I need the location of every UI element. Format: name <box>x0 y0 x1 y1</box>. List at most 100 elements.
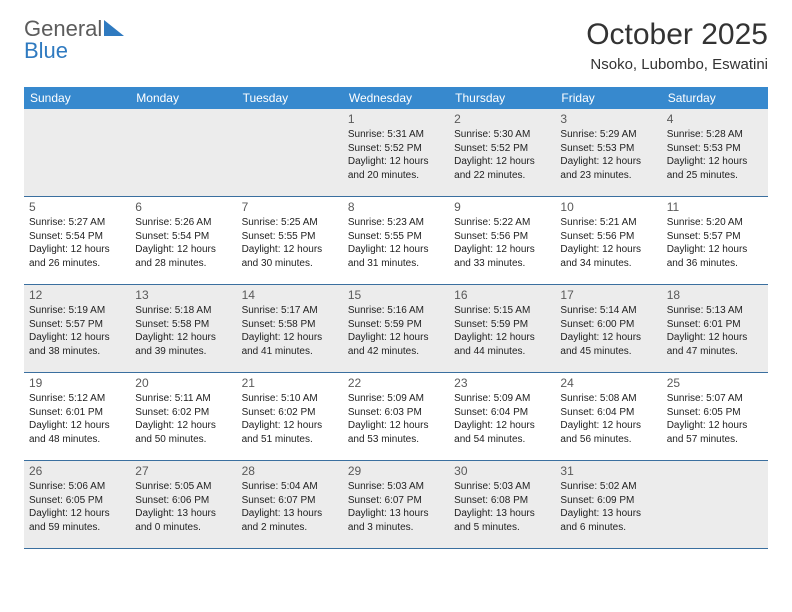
day-info: Sunrise: 5:17 AMSunset: 5:58 PMDaylight:… <box>242 304 338 358</box>
day-number: 30 <box>454 464 550 478</box>
sunrise-text: Sunrise: 5:04 AM <box>242 480 338 494</box>
daylight-text: Daylight: 13 hours and 2 minutes. <box>242 507 338 534</box>
day-info: Sunrise: 5:18 AMSunset: 5:58 PMDaylight:… <box>135 304 231 358</box>
day-info: Sunrise: 5:03 AMSunset: 6:08 PMDaylight:… <box>454 480 550 534</box>
daylight-text: Daylight: 12 hours and 42 minutes. <box>348 331 444 358</box>
calendar-cell: 6Sunrise: 5:26 AMSunset: 5:54 PMDaylight… <box>130 197 236 285</box>
day-number: 8 <box>348 200 444 214</box>
daylight-text: Daylight: 12 hours and 41 minutes. <box>242 331 338 358</box>
daylight-text: Daylight: 12 hours and 28 minutes. <box>135 243 231 270</box>
sunset-text: Sunset: 5:52 PM <box>348 142 444 156</box>
sunset-text: Sunset: 5:59 PM <box>454 318 550 332</box>
day-number: 7 <box>242 200 338 214</box>
daylight-text: Daylight: 12 hours and 33 minutes. <box>454 243 550 270</box>
calendar-cell: 22 Sunrise: 5:09 AMSunset: 6:03 PMDayligh… <box>343 373 449 461</box>
day-number: 27 <box>135 464 231 478</box>
daylight-text: Daylight: 13 hours and 3 minutes. <box>348 507 444 534</box>
calendar-cell: 4Sunrise: 5:28 AMSunset: 5:53 PMDaylight… <box>662 109 768 197</box>
sunrise-text: Sunrise: 5:14 AM <box>560 304 656 318</box>
calendar-cell: 8 Sunrise: 5:23 AMSunset: 5:55 PMDaylight… <box>343 197 449 285</box>
month-title: October 2025 <box>586 18 768 52</box>
day-info: Sunrise: 5:09 AMSunset: 6:04 PMDaylight:… <box>454 392 550 446</box>
sunset-text: Sunset: 5:54 PM <box>135 230 231 244</box>
column-header: Saturday <box>662 87 768 109</box>
sunrise-text: Sunrise: 5:21 AM <box>560 216 656 230</box>
sunrise-text: Sunrise: 5:06 AM <box>29 480 125 494</box>
calendar-cell: 25Sunrise: 5:07 AMSunset: 6:05 PMDayligh… <box>662 373 768 461</box>
daylight-text: Daylight: 12 hours and 34 minutes. <box>560 243 656 270</box>
day-info: Sunrise: 5:22 AMSunset: 5:56 PMDaylight:… <box>454 216 550 270</box>
daylight-text: Daylight: 12 hours and 57 minutes. <box>667 419 763 446</box>
sunrise-text: Sunrise: 5:10 AM <box>242 392 338 406</box>
sunrise-text: Sunrise: 5:22 AM <box>454 216 550 230</box>
sunset-text: Sunset: 5:53 PM <box>667 142 763 156</box>
calendar-cell: 9Sunrise: 5:22 AMSunset: 5:56 PMDaylight… <box>449 197 555 285</box>
sunset-text: Sunset: 5:55 PM <box>242 230 338 244</box>
daylight-text: Daylight: 12 hours and 23 minutes. <box>560 155 656 182</box>
calendar-cell: 7Sunrise: 5:25 AMSunset: 5:55 PMDaylight… <box>237 197 343 285</box>
title-block: October 2025 Nsoko, Lubombo, Eswatini <box>586 18 768 73</box>
day-info: Sunrise: 5:28 AMSunset: 5:53 PMDaylight:… <box>667 128 763 182</box>
sunset-text: Sunset: 5:57 PM <box>667 230 763 244</box>
calendar-body: 1Sunrise: 5:31 AMSunset: 5:52 PMDaylight… <box>24 109 768 549</box>
sunset-text: Sunset: 5:55 PM <box>348 230 444 244</box>
sunrise-text: Sunrise: 5:17 AM <box>242 304 338 318</box>
day-info: Sunrise: 5:07 AMSunset: 6:05 PMDaylight:… <box>667 392 763 446</box>
day-info: Sunrise: 5:05 AMSunset: 6:06 PMDaylight:… <box>135 480 231 534</box>
day-number: 12 <box>29 288 125 302</box>
sunrise-text: Sunrise: 5:23 AM <box>348 216 444 230</box>
day-number: 28 <box>242 464 338 478</box>
day-info: Sunrise: 5:06 AMSunset: 6:05 PMDaylight:… <box>29 480 125 534</box>
sunrise-text: Sunrise: 5:08 AM <box>560 392 656 406</box>
day-info: Sunrise: 5:19 AMSunset: 5:57 PMDaylight:… <box>29 304 125 358</box>
sunset-text: Sunset: 6:04 PM <box>560 406 656 420</box>
column-header: Monday <box>130 87 236 109</box>
calendar-cell-empty <box>130 109 236 197</box>
logo-triangle-icon <box>104 18 124 40</box>
calendar-cell: 5Sunrise: 5:27 AMSunset: 5:54 PMDaylight… <box>24 197 130 285</box>
day-number: 22 <box>348 376 444 390</box>
calendar-cell: 1Sunrise: 5:31 AMSunset: 5:52 PMDaylight… <box>343 109 449 197</box>
calendar-cell: 28 Sunrise: 5:04 AMSunset: 6:07 PMDayligh… <box>237 461 343 549</box>
day-number: 13 <box>135 288 231 302</box>
day-info: Sunrise: 5:09 AMSunset: 6:03 PMDaylight:… <box>348 392 444 446</box>
sunset-text: Sunset: 5:58 PM <box>242 318 338 332</box>
sunrise-text: Sunrise: 5:29 AM <box>560 128 656 142</box>
calendar-cell: 17Sunrise: 5:14 AMSunset: 6:00 PMDayligh… <box>555 285 661 373</box>
calendar-cell: 11Sunrise: 5:20 AMSunset: 5:57 PMDayligh… <box>662 197 768 285</box>
day-number: 3 <box>560 112 656 126</box>
day-info: Sunrise: 5:04 AMSunset: 6:07 PMDaylight:… <box>242 480 338 534</box>
calendar-cell: 24Sunrise: 5:08 AMSunset: 6:04 PMDayligh… <box>555 373 661 461</box>
day-number: 21 <box>242 376 338 390</box>
daylight-text: Daylight: 12 hours and 53 minutes. <box>348 419 444 446</box>
daylight-text: Daylight: 12 hours and 59 minutes. <box>29 507 125 534</box>
sunset-text: Sunset: 5:54 PM <box>29 230 125 244</box>
daylight-text: Daylight: 12 hours and 20 minutes. <box>348 155 444 182</box>
sunset-text: Sunset: 6:02 PM <box>242 406 338 420</box>
daylight-text: Daylight: 13 hours and 0 minutes. <box>135 507 231 534</box>
sunrise-text: Sunrise: 5:19 AM <box>29 304 125 318</box>
sunset-text: Sunset: 6:08 PM <box>454 494 550 508</box>
daylight-text: Daylight: 12 hours and 44 minutes. <box>454 331 550 358</box>
sunrise-text: Sunrise: 5:11 AM <box>135 392 231 406</box>
column-header: Thursday <box>449 87 555 109</box>
sunset-text: Sunset: 6:09 PM <box>560 494 656 508</box>
calendar-cell-empty <box>24 109 130 197</box>
day-info: Sunrise: 5:15 AMSunset: 5:59 PMDaylight:… <box>454 304 550 358</box>
day-number: 14 <box>242 288 338 302</box>
calendar-cell: 29Sunrise: 5:03 AMSunset: 6:07 PMDayligh… <box>343 461 449 549</box>
calendar-cell: 10Sunrise: 5:21 AMSunset: 5:56 PMDayligh… <box>555 197 661 285</box>
column-header: Friday <box>555 87 661 109</box>
sunset-text: Sunset: 5:56 PM <box>454 230 550 244</box>
daylight-text: Daylight: 12 hours and 31 minutes. <box>348 243 444 270</box>
day-number: 26 <box>29 464 125 478</box>
calendar-header-row: SundayMondayTuesdayWednesdayThursdayFrid… <box>24 87 768 109</box>
sunrise-text: Sunrise: 5:28 AM <box>667 128 763 142</box>
calendar-cell: 20Sunrise: 5:11 AMSunset: 6:02 PMDayligh… <box>130 373 236 461</box>
daylight-text: Daylight: 12 hours and 51 minutes. <box>242 419 338 446</box>
sunset-text: Sunset: 6:01 PM <box>29 406 125 420</box>
day-info: Sunrise: 5:29 AMSunset: 5:53 PMDaylight:… <box>560 128 656 182</box>
day-number: 16 <box>454 288 550 302</box>
calendar-cell: 26 Sunrise: 5:06 AMSunset: 6:05 PMDayligh… <box>24 461 130 549</box>
sunrise-text: Sunrise: 5:30 AM <box>454 128 550 142</box>
